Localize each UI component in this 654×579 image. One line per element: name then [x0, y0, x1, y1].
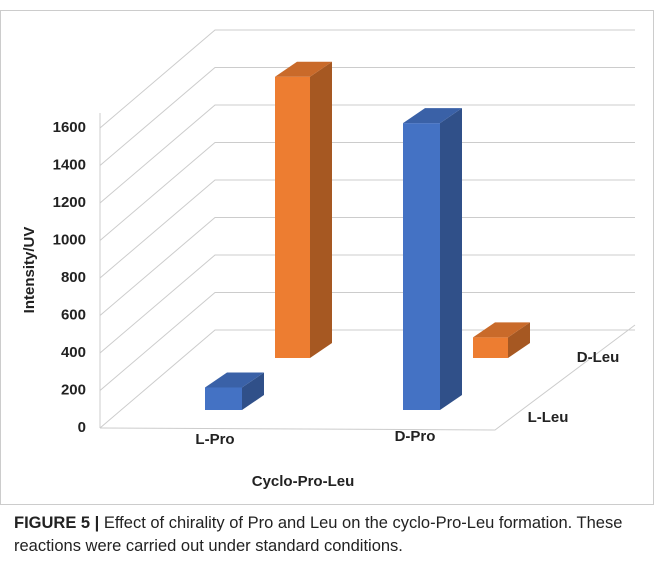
x-tick-label: L-Pro [195, 431, 234, 448]
depth-label: D-Leu [577, 349, 620, 366]
caption: FIGURE 5 | Effect of chirality of Pro an… [14, 512, 644, 558]
y-tick-label: 200 [61, 381, 86, 398]
y-tick-label: 600 [61, 306, 86, 323]
y-tick-label: 400 [61, 344, 86, 361]
y-tick-label: 1600 [53, 119, 86, 136]
bar [403, 108, 462, 410]
bar-front [275, 76, 310, 358]
grid-line [99, 142, 635, 241]
bar [275, 61, 332, 358]
y-tick-label: 0 [78, 419, 86, 436]
grid-line [99, 217, 635, 316]
bar-side [242, 372, 264, 410]
bar [473, 322, 530, 358]
depth-label: L-Leu [528, 409, 569, 426]
bar-side [440, 108, 462, 410]
grid-line [99, 179, 635, 279]
bar-side [310, 61, 332, 358]
bar-front [205, 387, 242, 410]
y-tick-label: 1000 [53, 231, 86, 248]
bar-top [403, 108, 462, 124]
x-axis-title: Cyclo-Pro-Leu [252, 473, 355, 490]
y-tick-label: 1400 [53, 156, 86, 173]
y-tick-label: 1200 [53, 194, 86, 211]
bar-top [473, 322, 530, 338]
grid-line [99, 254, 635, 354]
grid-line [99, 104, 635, 204]
chart: Intensity/UV Cyclo-Pro-Leu 0 200 400 600 800… [0, 10, 654, 505]
bar-front [473, 337, 508, 358]
caption-label: FIGURE 5 | [14, 514, 100, 532]
grid-line [99, 29, 635, 129]
caption-text: Effect of chirality of Pro and Leu on th… [14, 514, 623, 555]
bar-top [205, 372, 264, 388]
x-tick-label: D-Pro [395, 428, 436, 445]
bar-front [403, 123, 440, 410]
grid-line [99, 67, 635, 166]
bar-top [275, 61, 332, 77]
grid-line [99, 292, 635, 391]
floor-edge [99, 324, 636, 431]
bar [205, 372, 264, 410]
bar-side [508, 322, 530, 358]
y-tick-label: 800 [61, 269, 86, 286]
y-axis-title: Intensity/UV [21, 227, 38, 314]
